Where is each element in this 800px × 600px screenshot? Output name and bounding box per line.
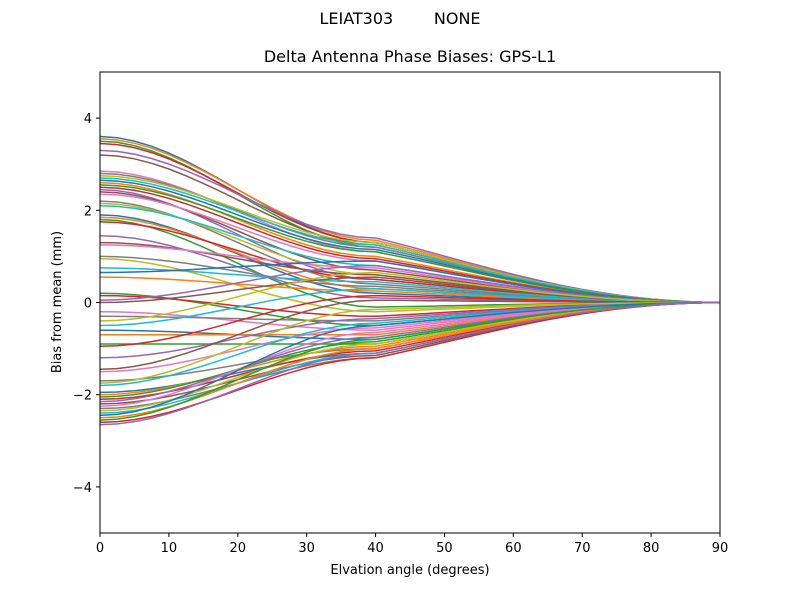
series-lines (99, 135, 721, 426)
y-axis-label: Bias from mean (mm) (50, 231, 65, 373)
y-tick-label: −4 (73, 481, 92, 496)
series-line (99, 149, 721, 304)
series-line (99, 264, 721, 304)
series-line (99, 216, 721, 304)
series-line (99, 301, 720, 384)
figure-suptitle: LEIAT303 NONE (319, 9, 481, 28)
x-tick-label: 20 (230, 541, 247, 556)
y-tick-label: 0 (84, 297, 92, 312)
series-line (99, 174, 721, 304)
y-tick-label: 4 (84, 112, 92, 127)
series-line (99, 177, 721, 304)
series-line (99, 299, 720, 371)
x-tick-label: 60 (505, 541, 522, 556)
x-tick-label: 90 (712, 541, 729, 556)
y-axis-ticks: −4 −2 0 2 4 (73, 112, 100, 496)
series-line (99, 287, 721, 327)
series-line (99, 135, 721, 304)
series-line (99, 301, 721, 426)
x-tick-label: 80 (643, 541, 660, 556)
series-line (99, 301, 721, 417)
x-tick-label: 70 (574, 541, 591, 556)
series-line (99, 271, 721, 322)
y-tick-label: −2 (73, 389, 92, 404)
x-tick-label: 0 (96, 541, 104, 556)
x-tick-label: 40 (367, 541, 384, 556)
x-tick-label: 10 (161, 541, 178, 556)
x-tick-label: 50 (436, 541, 453, 556)
chart-title: Delta Antenna Phase Biases: GPS-L1 (263, 47, 557, 66)
series-line (99, 184, 721, 304)
x-tick-label: 30 (298, 541, 315, 556)
x-axis-label: Elvation angle (degrees) (330, 563, 489, 578)
series-line (99, 301, 721, 407)
y-tick-label: 2 (84, 204, 92, 219)
series-line (99, 301, 721, 421)
x-axis-ticks: 0 10 20 30 40 50 60 70 80 90 (96, 533, 728, 556)
